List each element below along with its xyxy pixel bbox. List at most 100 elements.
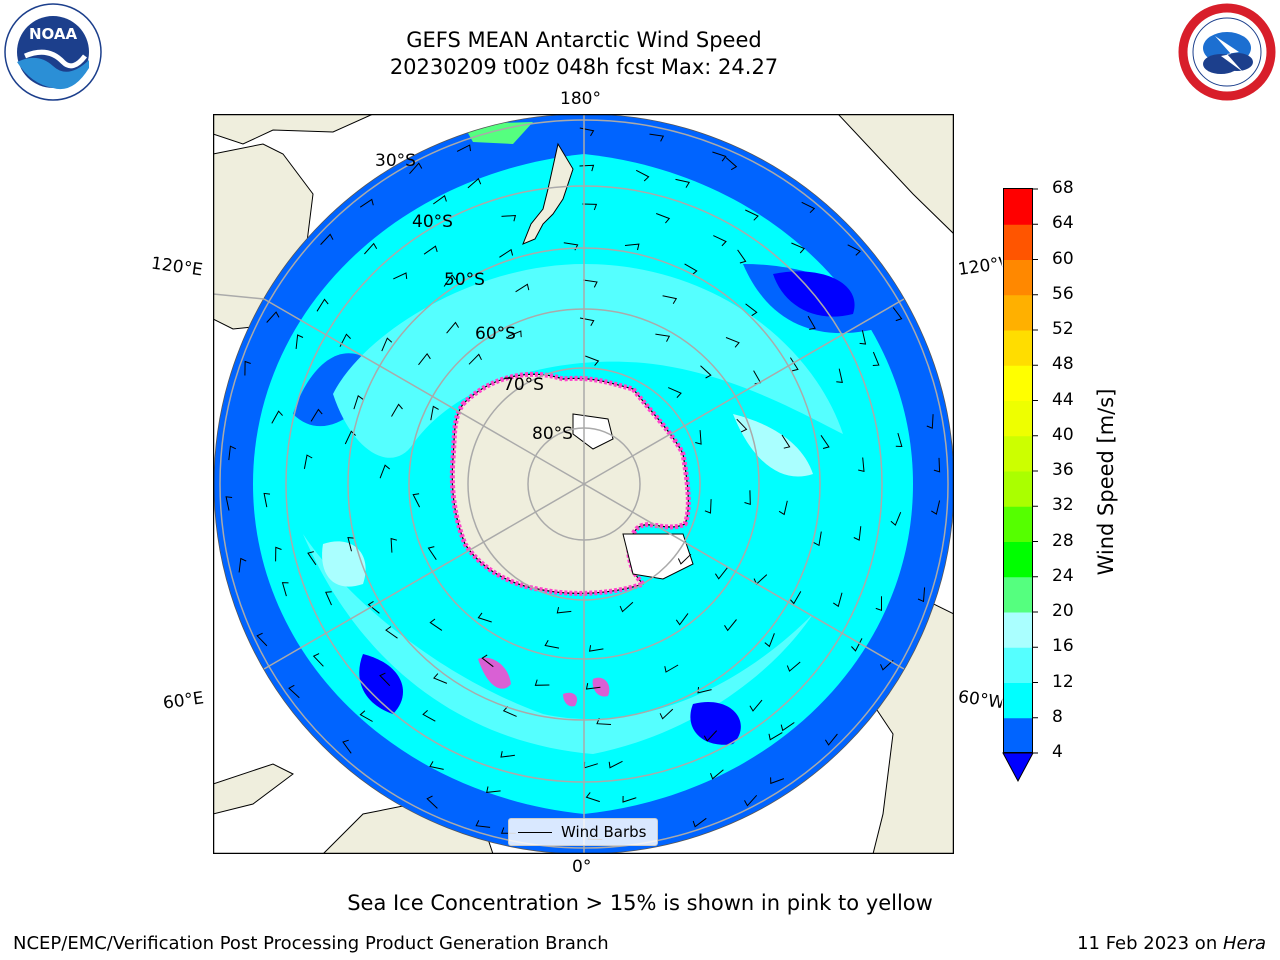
colorbar-segment	[1004, 294, 1032, 331]
colorbar-segment	[1004, 576, 1032, 613]
wind-barb	[501, 214, 517, 222]
wind-barb	[714, 567, 728, 580]
colorbar-tick-label: 68	[1052, 178, 1074, 198]
wind-barb	[379, 464, 391, 479]
wind-barb	[635, 169, 650, 182]
wind-barb	[367, 600, 380, 614]
wind-barb	[429, 761, 444, 770]
wind-barb	[745, 209, 759, 221]
wind-barb	[704, 499, 712, 514]
colorbar-tick-label: 32	[1052, 495, 1074, 516]
wind-barb	[544, 640, 560, 649]
wind-barb	[379, 672, 391, 687]
wind-barb	[622, 795, 637, 803]
wind-barb	[851, 638, 863, 652]
wind-barb	[744, 490, 751, 505]
wind-barb	[585, 683, 601, 690]
wind-barb	[712, 151, 727, 162]
colorbar-tick-label: 48	[1052, 354, 1074, 375]
wind-barb	[692, 817, 707, 828]
wind-barb	[390, 537, 398, 553]
lon-label-120E: 120°E	[149, 253, 204, 281]
wind-barb	[710, 769, 724, 780]
chart-subtitle: 20230209 t00z 048h fcst Max: 24.27	[389, 55, 779, 79]
wind-barb	[833, 592, 843, 608]
wind-barb	[427, 546, 437, 560]
wind-barb	[656, 213, 671, 224]
wind-barb	[892, 307, 903, 322]
wind-barb	[744, 794, 758, 807]
wind-barb	[409, 162, 423, 175]
wind-barb	[433, 673, 448, 684]
wind-barb	[749, 699, 763, 712]
wind-barb	[695, 430, 702, 445]
wind-barb	[515, 283, 530, 293]
wind-barb	[585, 355, 600, 366]
wind-barb	[502, 706, 517, 717]
lat-label-60: 60°S	[475, 324, 516, 344]
wind-barb	[875, 596, 882, 611]
wind-barb	[429, 618, 443, 631]
producer-caption: NCEP/EMC/Verification Post Processing Pr…	[13, 933, 609, 954]
wind-barb	[266, 311, 280, 323]
colorbar-label: Wind Speed [m/s]	[1094, 388, 1118, 576]
wind-barb	[385, 626, 398, 639]
wind-barb	[813, 531, 822, 547]
lat-label-80: 80°S	[532, 424, 573, 444]
land-region	[213, 114, 374, 145]
wind-barb	[423, 245, 438, 255]
colorbar	[1000, 185, 1062, 785]
colorbar-svg	[1002, 188, 1038, 783]
wind-barb	[737, 249, 747, 264]
wind-barb	[500, 751, 515, 758]
wind-barb	[801, 201, 816, 214]
map-frame	[212, 113, 955, 855]
colorbar-tick-label: 52	[1052, 319, 1074, 339]
date-text: 11 Feb 2023 on	[1077, 933, 1223, 954]
wind-barbs-legend: Wind Barbs	[508, 818, 658, 846]
wind-barb	[430, 405, 439, 421]
wind-barb	[847, 244, 861, 256]
colorbar-tick-label: 36	[1052, 460, 1074, 480]
land-madagascar	[213, 763, 294, 815]
colorbar-segment	[1004, 612, 1032, 648]
wind-barb	[736, 418, 748, 433]
wind-barb	[228, 445, 237, 461]
wind-barb	[244, 360, 251, 376]
colorbar-tick-labels: 4 8 12 16 20 24 28 32 36 40 44 48 52 56 60 64 68	[1052, 178, 1092, 785]
wind-barb	[764, 633, 775, 648]
wind-barb	[781, 434, 791, 449]
wind-barb	[703, 730, 718, 742]
wind-barb	[391, 403, 403, 417]
wind-barb	[659, 708, 674, 720]
wind-barb	[556, 606, 572, 614]
colorbar-segment	[1004, 189, 1032, 225]
wind-barb	[789, 357, 799, 372]
wind-barb	[359, 198, 374, 208]
colorbar-segment	[1004, 541, 1032, 578]
noaa-logo: NOAA	[3, 2, 103, 102]
colorbar-tick-label: 40	[1052, 424, 1074, 445]
meridian-60E-120W	[263, 298, 905, 670]
wind-barb	[364, 242, 378, 255]
wind-barb	[347, 537, 355, 552]
wind-barb	[263, 492, 271, 508]
wind-barb	[836, 368, 843, 383]
wind-barb	[422, 710, 436, 722]
wind-barb	[467, 177, 482, 189]
wind-barb	[675, 613, 689, 626]
wind-band-12-16	[333, 264, 843, 458]
wind-barb	[507, 330, 522, 338]
colorbar-segment	[1004, 471, 1032, 507]
colorbar-tick-label: 4	[1052, 742, 1063, 762]
wind-barb	[667, 387, 682, 398]
lat-label-50: 50°S	[444, 270, 485, 290]
wind-barb	[418, 352, 431, 366]
wind-barb	[880, 660, 894, 671]
sea-ice-patch-1	[478, 657, 511, 689]
wind-barb	[342, 739, 352, 754]
wind-barb	[225, 496, 233, 511]
wind-barb	[585, 792, 600, 803]
colorbar-segment	[1004, 400, 1032, 437]
wind-barb	[393, 272, 408, 280]
